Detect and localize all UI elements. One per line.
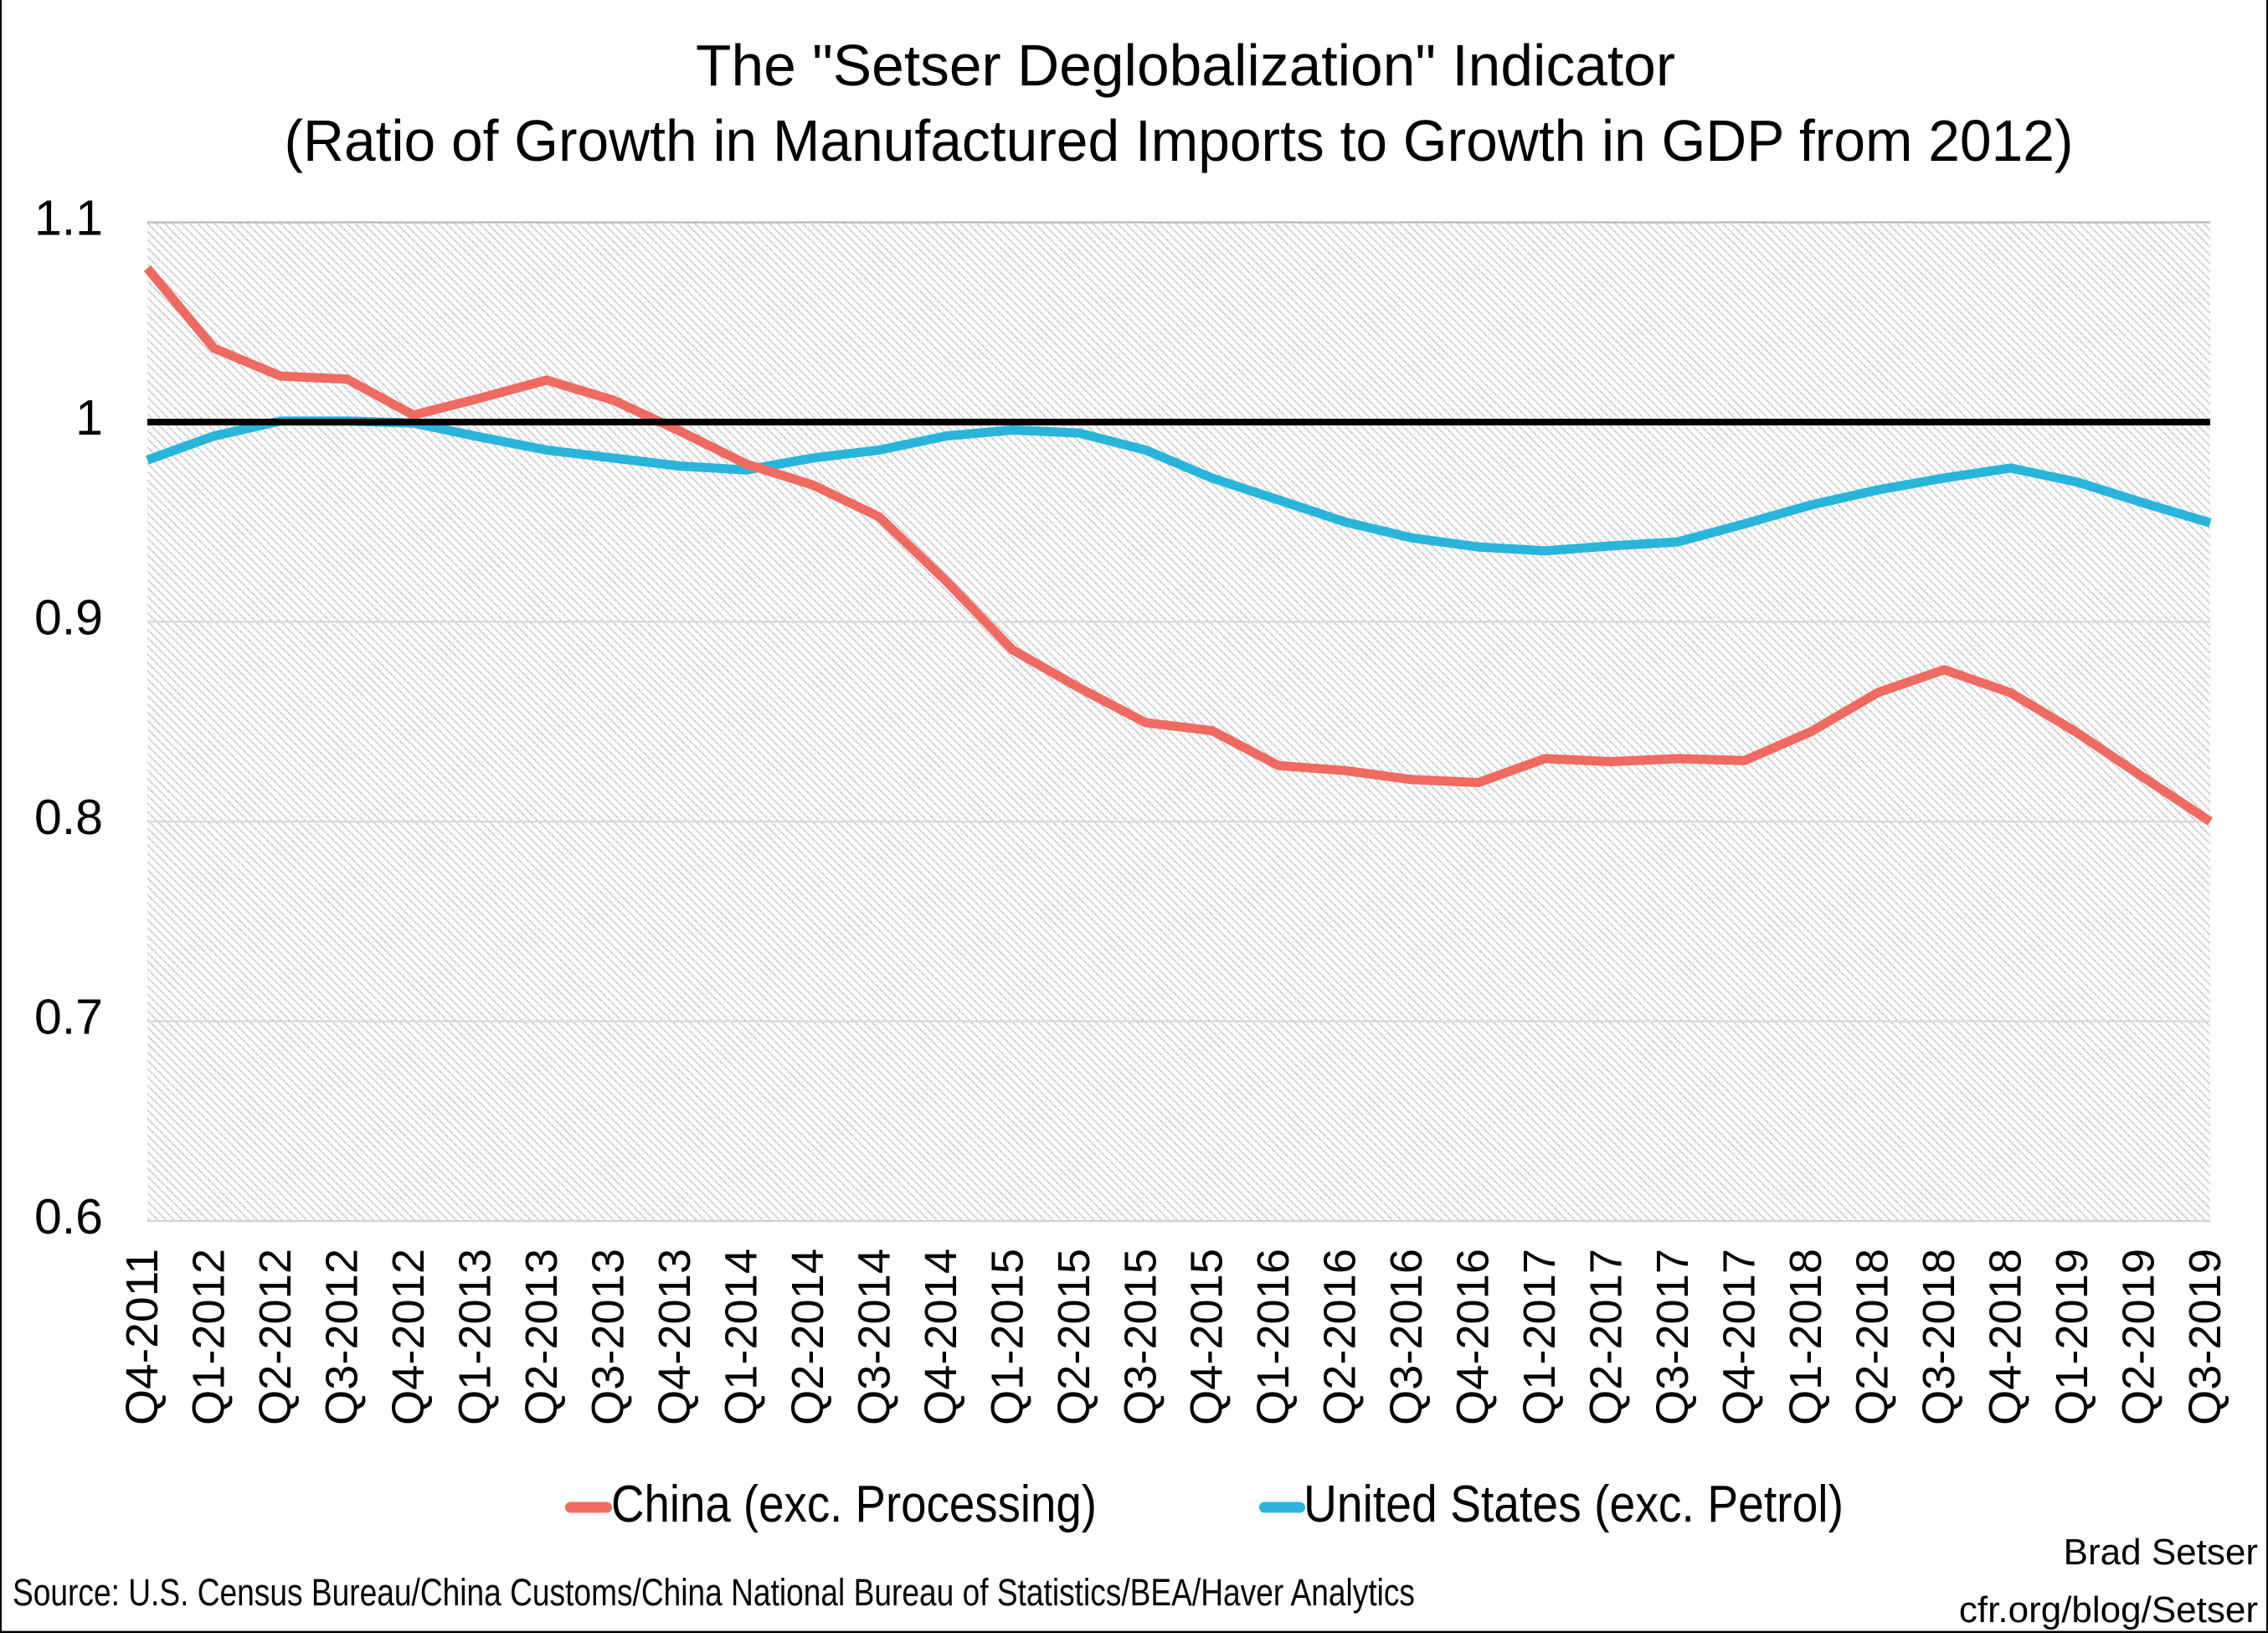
svg-text:Q3-2017: Q3-2017 bbox=[1648, 1249, 1698, 1425]
svg-text:0.6: 0.6 bbox=[34, 1189, 103, 1244]
svg-text:Q2-2018: Q2-2018 bbox=[1848, 1249, 1898, 1425]
svg-text:Q4-2016: Q4-2016 bbox=[1448, 1249, 1499, 1425]
svg-text:0.7: 0.7 bbox=[34, 990, 103, 1045]
svg-text:(Ratio of Growth in Manufactur: (Ratio of Growth in Manufactured Imports… bbox=[285, 108, 2074, 173]
svg-text:Q4-2012: Q4-2012 bbox=[383, 1249, 434, 1425]
svg-text:Q3-2016: Q3-2016 bbox=[1381, 1249, 1432, 1425]
svg-text:Q2-2014: Q2-2014 bbox=[783, 1249, 833, 1425]
svg-text:0.9: 0.9 bbox=[34, 590, 103, 646]
svg-text:Q4-2014: Q4-2014 bbox=[916, 1249, 966, 1425]
svg-text:Q2-2017: Q2-2017 bbox=[1581, 1249, 1632, 1425]
svg-text:Q1-2016: Q1-2016 bbox=[1248, 1249, 1299, 1425]
svg-text:Q2-2016: Q2-2016 bbox=[1315, 1249, 1365, 1425]
svg-text:The "Setser Deglobalization" I: The "Setser Deglobalization" Indicator bbox=[696, 33, 1675, 98]
svg-text:Q1-2017: Q1-2017 bbox=[1515, 1249, 1565, 1425]
svg-text:1: 1 bbox=[75, 390, 103, 446]
svg-text:Q2-2019: Q2-2019 bbox=[2114, 1249, 2164, 1425]
svg-text:Brad Setser: Brad Setser bbox=[2064, 1532, 2258, 1573]
svg-text:Q1-2013: Q1-2013 bbox=[450, 1249, 500, 1425]
svg-text:Q2-2013: Q2-2013 bbox=[517, 1249, 567, 1425]
svg-text:Q1-2014: Q1-2014 bbox=[716, 1249, 766, 1425]
svg-text:Q1-2018: Q1-2018 bbox=[1781, 1249, 1831, 1425]
svg-text:Q3-2018: Q3-2018 bbox=[1914, 1249, 1964, 1425]
svg-text:Q4-2015: Q4-2015 bbox=[1182, 1249, 1232, 1425]
svg-text:Q3-2012: Q3-2012 bbox=[317, 1249, 368, 1425]
svg-text:Q2-2012: Q2-2012 bbox=[250, 1249, 301, 1425]
svg-text:Q1-2019: Q1-2019 bbox=[2047, 1249, 2097, 1425]
svg-text:0.8: 0.8 bbox=[34, 790, 103, 845]
svg-text:Q3-2014: Q3-2014 bbox=[849, 1249, 899, 1425]
svg-text:Q4-2011: Q4-2011 bbox=[117, 1249, 167, 1425]
svg-text:Q3-2019: Q3-2019 bbox=[2180, 1249, 2230, 1425]
svg-text:Q3-2013: Q3-2013 bbox=[583, 1249, 633, 1425]
svg-text:Q4-2013: Q4-2013 bbox=[650, 1249, 700, 1425]
svg-text:cfr.org/blog/Setser: cfr.org/blog/Setser bbox=[1959, 1589, 2258, 1630]
svg-text:Q3-2015: Q3-2015 bbox=[1115, 1249, 1165, 1425]
svg-text:Q1-2015: Q1-2015 bbox=[982, 1249, 1032, 1425]
svg-text:Q4-2017: Q4-2017 bbox=[1715, 1249, 1765, 1425]
svg-text:Q2-2015: Q2-2015 bbox=[1049, 1249, 1099, 1425]
svg-text:China (exc. Processing): China (exc. Processing) bbox=[611, 1476, 1097, 1533]
svg-text:1.1: 1.1 bbox=[34, 191, 103, 246]
svg-text:Q1-2012: Q1-2012 bbox=[184, 1249, 234, 1425]
svg-text:Source: U.S. Census Bureau/Chi: Source: U.S. Census Bureau/China Customs… bbox=[13, 1571, 1415, 1614]
svg-text:Q4-2018: Q4-2018 bbox=[1981, 1249, 2031, 1425]
svg-text:United States (exc. Petrol): United States (exc. Petrol) bbox=[1304, 1476, 1844, 1533]
